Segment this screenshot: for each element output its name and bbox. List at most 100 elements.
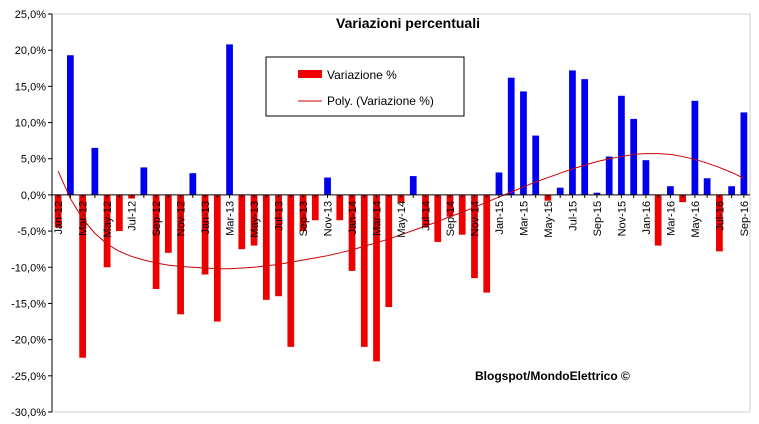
bar-Feb-12 xyxy=(67,55,74,195)
bar-Oct-12 xyxy=(164,194,172,253)
bar-Sep-14 xyxy=(446,194,454,217)
y-tick-label: 0,0% xyxy=(21,190,46,202)
y-tick-label: -5,0% xyxy=(17,226,46,238)
x-tick-label: May-14 xyxy=(396,201,408,238)
bar-Feb-13 xyxy=(213,194,221,322)
bar-Jun-13 xyxy=(262,194,270,300)
y-tick-label: -30,0% xyxy=(11,407,46,419)
trend-line xyxy=(57,153,745,270)
bar-Sep-15 xyxy=(593,192,601,195)
legend-label-poly: Poly. (Variazione %) xyxy=(327,94,434,108)
bar-Nov-15 xyxy=(618,95,625,195)
bar-May-14 xyxy=(397,194,405,203)
bar-Jun-16 xyxy=(703,178,711,195)
x-tick-label: Jan-15 xyxy=(494,201,506,235)
bar-Mar-14 xyxy=(373,194,380,362)
bar-May-13 xyxy=(250,194,258,246)
y-tick-label: 5,0% xyxy=(21,154,46,166)
x-axis-ticks: Jan-12 Mar-12 May-12 Jul-12 Sep-12 Nov-12 Jan-… xyxy=(53,194,751,238)
x-tick-label: Jan-16 xyxy=(641,201,653,235)
x-tick-label: Nov-13 xyxy=(323,201,335,236)
x-tick-label: Mar-15 xyxy=(518,201,530,236)
bar-Dec-15 xyxy=(630,118,638,195)
x-tick-label: Sep-12 xyxy=(151,201,163,236)
x-tick-label: Jul-12 xyxy=(127,201,139,231)
bar-Aug-12 xyxy=(140,167,148,195)
bar-May-12 xyxy=(103,194,111,268)
bar-Jul-15 xyxy=(569,70,576,195)
bar-Jul-16 xyxy=(716,194,723,252)
y-axis-ticks: 25,0% 20,0% 15,0% 10,0% 5,0% 0,0% -5,0% -10,0% -… xyxy=(11,9,52,419)
bar-Feb-15 xyxy=(507,77,515,195)
legend-box xyxy=(265,56,465,117)
bar-Jan-14 xyxy=(348,194,356,271)
bar-Dec-13 xyxy=(336,194,344,221)
y-tick-label: -10,0% xyxy=(11,262,46,274)
x-tick-label: Jan-14 xyxy=(347,201,359,235)
bar-Oct-15 xyxy=(605,156,613,195)
bar-Apr-12 xyxy=(91,147,99,195)
bar-Apr-15 xyxy=(532,135,540,195)
y-tick-label: -25,0% xyxy=(11,371,46,383)
x-tick-label: Nov-15 xyxy=(616,201,628,236)
y-tick-label: 15,0% xyxy=(15,81,46,93)
x-tick-label: Mar-13 xyxy=(225,201,237,236)
bar-Nov-12 xyxy=(177,194,184,315)
bar-Sep-13 xyxy=(299,194,307,232)
bar-Mar-13 xyxy=(226,44,233,195)
y-tick-label: 10,0% xyxy=(15,118,46,130)
x-tick-label: Jul-13 xyxy=(274,201,286,231)
bar-Jan-16 xyxy=(642,160,650,195)
x-tick-label: Sep-15 xyxy=(592,201,604,236)
bar-Jun-14 xyxy=(409,176,417,195)
x-tick-label: Nov-14 xyxy=(469,201,481,236)
bar-May-16 xyxy=(691,100,699,195)
y-tick-label: -15,0% xyxy=(11,298,46,310)
x-tick-label: Mar-12 xyxy=(78,201,90,236)
y-tick-label: 25,0% xyxy=(15,9,46,21)
bar-Jun-15 xyxy=(556,187,564,195)
x-tick-label: Nov-12 xyxy=(176,201,188,236)
x-tick-label: Jul-15 xyxy=(567,201,579,231)
x-tick-label: Jul-16 xyxy=(714,201,726,231)
x-tick-label: Mar-14 xyxy=(372,201,384,236)
bar-Nov-13 xyxy=(324,177,331,195)
x-tick-label: May-13 xyxy=(249,201,261,238)
x-tick-label: Sep-16 xyxy=(739,201,751,236)
x-tick-label: May-16 xyxy=(690,201,702,238)
chart-title: Variazioni percentuali xyxy=(336,15,480,31)
bar-Jul-14 xyxy=(422,194,429,228)
x-tick-label: Jan-13 xyxy=(200,201,212,235)
trend-layer xyxy=(57,153,745,270)
bar-Mar-15 xyxy=(520,91,527,195)
bar-Apr-13 xyxy=(238,194,246,250)
bar-Feb-16 xyxy=(654,194,662,246)
bar-Jun-12 xyxy=(115,194,123,232)
bars-layer xyxy=(54,44,748,362)
bar-Apr-14 xyxy=(385,194,393,308)
bar-Aug-15 xyxy=(581,79,589,195)
bar-Mar-12 xyxy=(79,194,86,358)
bar-Sep-16 xyxy=(740,112,748,195)
bar-Jul-13 xyxy=(275,194,282,297)
bar-Jan-12 xyxy=(54,194,62,228)
bar-Dec-12 xyxy=(189,173,197,195)
bar-Dec-14 xyxy=(483,194,491,293)
bar-Sep-12 xyxy=(152,194,160,289)
bar-Aug-14 xyxy=(434,194,442,242)
x-tick-label: Sep-13 xyxy=(298,201,310,236)
y-tick-label: 20,0% xyxy=(15,45,46,57)
y-tick-label: -20,0% xyxy=(11,335,46,347)
bar-Apr-16 xyxy=(679,194,687,203)
x-tick-label: May-15 xyxy=(543,201,555,238)
legend-label-variazione: Variazione % xyxy=(327,68,397,82)
x-tick-label: Sep-14 xyxy=(445,201,457,236)
bar-Nov-14 xyxy=(471,194,478,279)
bar-Jan-15 xyxy=(495,172,503,195)
x-tick-label: Jan-12 xyxy=(53,201,65,235)
bar-Oct-14 xyxy=(458,194,466,235)
legend: Variazione % Poly. (Variazione %) xyxy=(265,56,465,117)
legend-swatch-bar xyxy=(298,70,322,78)
bar-Mar-16 xyxy=(667,186,674,195)
